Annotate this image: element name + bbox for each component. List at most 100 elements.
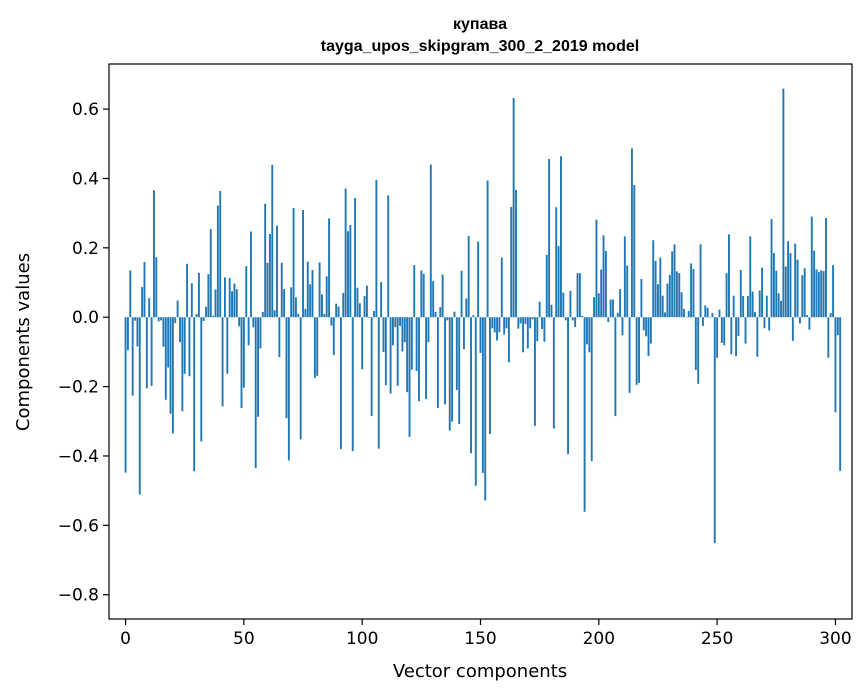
- chart-title: купава: [453, 16, 507, 33]
- bar: [370, 317, 373, 417]
- bar: [228, 278, 231, 318]
- bar: [193, 317, 196, 472]
- bar: [363, 296, 366, 318]
- bar: [356, 287, 359, 318]
- bar: [429, 164, 432, 318]
- bar: [787, 241, 790, 318]
- bar: [825, 218, 827, 318]
- bar: [481, 317, 484, 473]
- bar: [190, 283, 193, 318]
- bar: [654, 261, 657, 318]
- bar: [448, 317, 451, 431]
- bar: [261, 312, 264, 318]
- bar: [822, 271, 825, 318]
- bar: [439, 307, 442, 318]
- bar: [763, 317, 766, 329]
- bar: [526, 317, 529, 349]
- bar: [153, 190, 155, 318]
- bar: [692, 269, 695, 318]
- bar: [635, 317, 638, 385]
- bar: [124, 317, 127, 473]
- bar: [309, 284, 312, 318]
- bar: [126, 317, 129, 351]
- bar: [604, 250, 607, 318]
- bar: [460, 270, 463, 318]
- bar: [493, 317, 496, 333]
- bar: [666, 283, 669, 318]
- bar: [780, 300, 782, 318]
- x-tick-label: 0: [120, 629, 131, 649]
- bar: [564, 317, 567, 321]
- bar: [623, 236, 626, 318]
- bar: [389, 317, 392, 394]
- bar: [365, 285, 368, 318]
- bar: [791, 317, 794, 341]
- bar: [212, 315, 215, 318]
- bar: [834, 317, 837, 413]
- bar: [335, 303, 338, 318]
- bar: [794, 243, 797, 318]
- bar: [638, 317, 640, 383]
- bar: [254, 317, 257, 469]
- bar: [557, 246, 560, 318]
- bar: [410, 317, 413, 370]
- bar: [519, 317, 522, 324]
- bar: [796, 259, 799, 318]
- bar: [711, 313, 714, 318]
- bar: [782, 88, 785, 318]
- bar: [160, 317, 162, 321]
- bar: [422, 273, 425, 318]
- bar: [273, 310, 276, 318]
- bar: [536, 317, 539, 342]
- y-tick-label: −0.8: [58, 586, 99, 606]
- bar: [337, 306, 340, 318]
- bar: [131, 317, 134, 396]
- bar: [836, 317, 839, 336]
- bar: [562, 292, 565, 318]
- bar: [552, 317, 555, 429]
- bar: [642, 317, 645, 331]
- bar: [432, 281, 435, 318]
- bar: [224, 277, 226, 318]
- bar: [709, 317, 711, 318]
- bar: [197, 272, 200, 318]
- bar: [257, 317, 260, 417]
- bar: [384, 317, 387, 386]
- y-tick-label: 0.4: [72, 169, 99, 189]
- bar: [387, 195, 390, 318]
- bar: [195, 314, 198, 318]
- bar: [292, 207, 295, 318]
- bar: [694, 317, 697, 370]
- chart-subtitle: tayga_upos_skipgram_300_2_2019 model: [321, 38, 639, 55]
- bar: [181, 317, 184, 412]
- bar: [141, 287, 144, 318]
- bar: [612, 299, 614, 318]
- bar: [550, 304, 553, 318]
- bar: [287, 317, 290, 461]
- x-tick-label: 100: [346, 629, 378, 649]
- bar: [162, 317, 165, 347]
- bar: [216, 205, 219, 318]
- bar: [321, 294, 323, 318]
- bar: [441, 274, 444, 318]
- bar: [543, 317, 546, 342]
- bar: [235, 289, 238, 318]
- bar: [737, 317, 740, 336]
- bar: [271, 164, 274, 318]
- bar: [761, 267, 764, 318]
- x-axis-ticks: 0 50 100 150 200 250 300: [120, 619, 852, 649]
- x-tick-label: 50: [233, 629, 255, 649]
- bar: [347, 231, 349, 318]
- bar: [567, 317, 569, 455]
- bar: [775, 270, 778, 318]
- bar: [250, 231, 252, 318]
- bar: [344, 188, 347, 318]
- bar: [616, 312, 619, 318]
- y-tick-label: −0.2: [58, 378, 99, 398]
- bar: [735, 317, 737, 357]
- bar: [179, 317, 181, 343]
- bar: [406, 317, 409, 393]
- bar: [765, 295, 768, 318]
- y-axis-label: Components values: [13, 253, 34, 431]
